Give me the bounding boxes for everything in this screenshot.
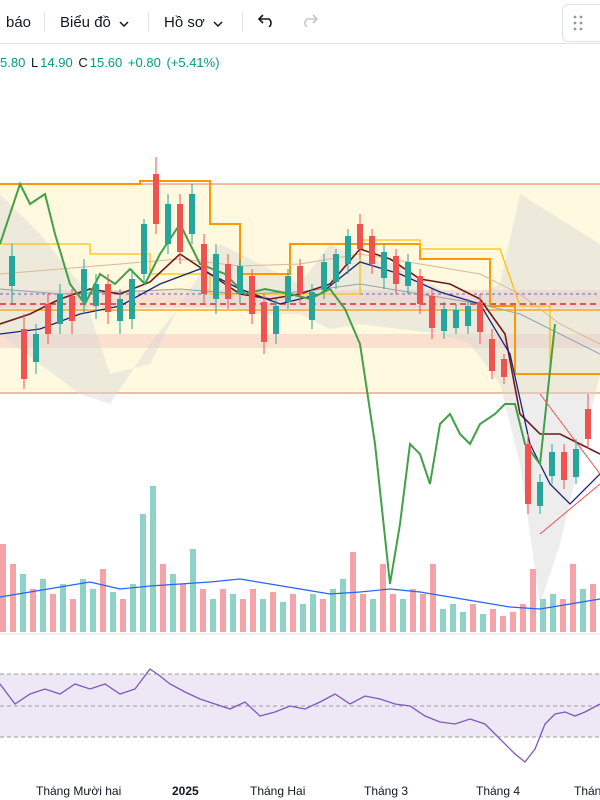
candle-up [9, 244, 15, 304]
candle-up [285, 269, 291, 309]
candle-down [585, 394, 591, 449]
candle-down [225, 254, 231, 309]
candle-up [333, 249, 339, 289]
toolbar-divider [242, 12, 243, 32]
navy-line [0, 261, 600, 505]
candle-up [81, 259, 87, 314]
candle-up [117, 289, 123, 334]
undo-icon [257, 13, 276, 31]
candle-up [213, 244, 219, 314]
rsi-line [0, 668, 600, 763]
candle-down [177, 194, 183, 264]
candle-down [477, 294, 483, 344]
candle-down [525, 434, 531, 514]
candlesticks [9, 157, 591, 514]
candle-up [537, 474, 543, 514]
ohlc-low-value: 14.90 [40, 55, 73, 70]
candle-down [261, 294, 267, 354]
candle-down [201, 234, 207, 304]
time-axis-label: Tháng 4 [476, 784, 521, 798]
candle-up [141, 219, 147, 284]
candle-up [33, 324, 39, 374]
candle-up [453, 304, 459, 334]
orange-step-line [0, 180, 600, 375]
candle-up [405, 254, 411, 294]
candle-down [153, 157, 159, 234]
candle-up [573, 439, 579, 484]
chart-menu-label: Biểu đồ [60, 13, 111, 31]
price-chart-canvas[interactable] [0, 44, 600, 776]
ohlc-close-label: C [78, 55, 88, 70]
candle-up [549, 444, 555, 484]
ohlc-change: +0.80 [127, 55, 161, 70]
undo-button[interactable] [257, 0, 276, 44]
profile-menu-label: Hồ sơ [164, 13, 205, 31]
candle-down [417, 269, 423, 314]
candle-up [237, 259, 243, 304]
redo-button[interactable] [300, 0, 319, 44]
candle-down [21, 314, 27, 389]
candle-down [249, 269, 255, 324]
redo-icon [300, 13, 319, 31]
candle-down [45, 294, 51, 344]
candle-up [309, 284, 315, 329]
rsi-pane [0, 668, 600, 763]
gold-step-line [0, 239, 551, 374]
chevron-down-icon [213, 14, 223, 31]
time-axis: Tháng Mười hai 2025 Tháng Hai Tháng 3 Th… [0, 776, 600, 800]
channel-diagonal [539, 393, 600, 535]
toolbar-divider [44, 12, 45, 32]
candle-up [465, 299, 471, 334]
candle-up [129, 269, 135, 329]
candle-up [57, 284, 63, 334]
candle-down [393, 249, 399, 294]
chevron-down-icon [119, 14, 129, 31]
candle-up [381, 244, 387, 289]
time-axis-label: Tháng Hai [250, 784, 306, 798]
candle-down [357, 214, 363, 259]
candle-down [501, 354, 507, 384]
ohlc-change-pct: (+5.41%) [166, 55, 220, 70]
candle-up [93, 274, 99, 319]
candle-up [441, 302, 447, 339]
time-axis-label: 2025 [172, 784, 199, 798]
candle-up [165, 194, 171, 254]
candle-down [429, 289, 435, 339]
ohlc-legend: 5.80 L 14.90 C 15.60 +0.80 (+5.41%) [0, 55, 222, 73]
candle-down [69, 289, 75, 334]
top-toolbar: báo Biểu đồ Hồ sơ [0, 0, 600, 44]
ohlc-high-value: 5.80 [0, 55, 26, 70]
candle-up [345, 229, 351, 274]
time-axis-label: Tháng Mười hai [36, 784, 122, 798]
chart-menu[interactable]: Biểu đồ [60, 0, 129, 44]
alerts-menu[interactable]: báo [6, 0, 31, 44]
time-axis-label: Tháng 3 [364, 784, 409, 798]
ichimoku-cloud [0, 194, 600, 604]
time-axis-label: Thán [574, 784, 600, 798]
candle-down [561, 444, 567, 489]
drag-handle[interactable] [562, 4, 600, 42]
volume-ma-line [0, 578, 600, 610]
volume-bars [0, 486, 600, 632]
candle-up [273, 299, 279, 344]
ohlc-low-label: L [30, 55, 39, 70]
candle-down [297, 259, 303, 304]
candle-down [369, 229, 375, 274]
chikou-span [0, 181, 556, 585]
alerts-label: báo [6, 13, 32, 31]
profile-menu[interactable]: Hồ sơ [164, 0, 223, 44]
toolbar-divider [148, 12, 149, 32]
tan-line [0, 253, 600, 345]
ohlc-close-value: 15.60 [89, 55, 123, 70]
candle-down [105, 274, 111, 324]
candle-down [489, 329, 495, 379]
candle-up [189, 184, 195, 244]
candle-up [321, 254, 327, 299]
